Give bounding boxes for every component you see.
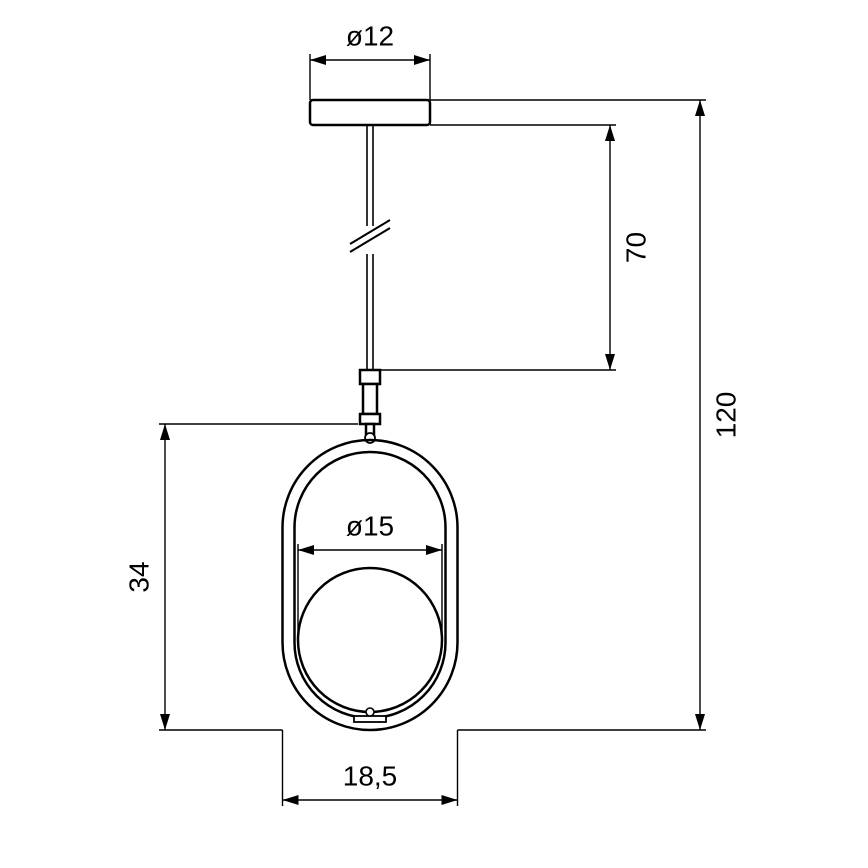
label-cable-length: 70 xyxy=(620,232,651,263)
pendant-lamp-schematic xyxy=(283,100,458,730)
label-canopy-diameter: ø12 xyxy=(346,20,394,51)
label-pendant-height: 34 xyxy=(123,561,154,592)
label-ball-diameter: ø15 xyxy=(346,510,394,541)
label-total-height: 120 xyxy=(710,392,741,439)
label-width: 18,5 xyxy=(343,760,398,791)
glass-ball xyxy=(298,568,442,712)
